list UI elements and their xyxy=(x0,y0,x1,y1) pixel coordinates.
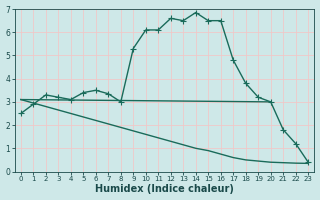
X-axis label: Humidex (Indice chaleur): Humidex (Indice chaleur) xyxy=(95,184,234,194)
